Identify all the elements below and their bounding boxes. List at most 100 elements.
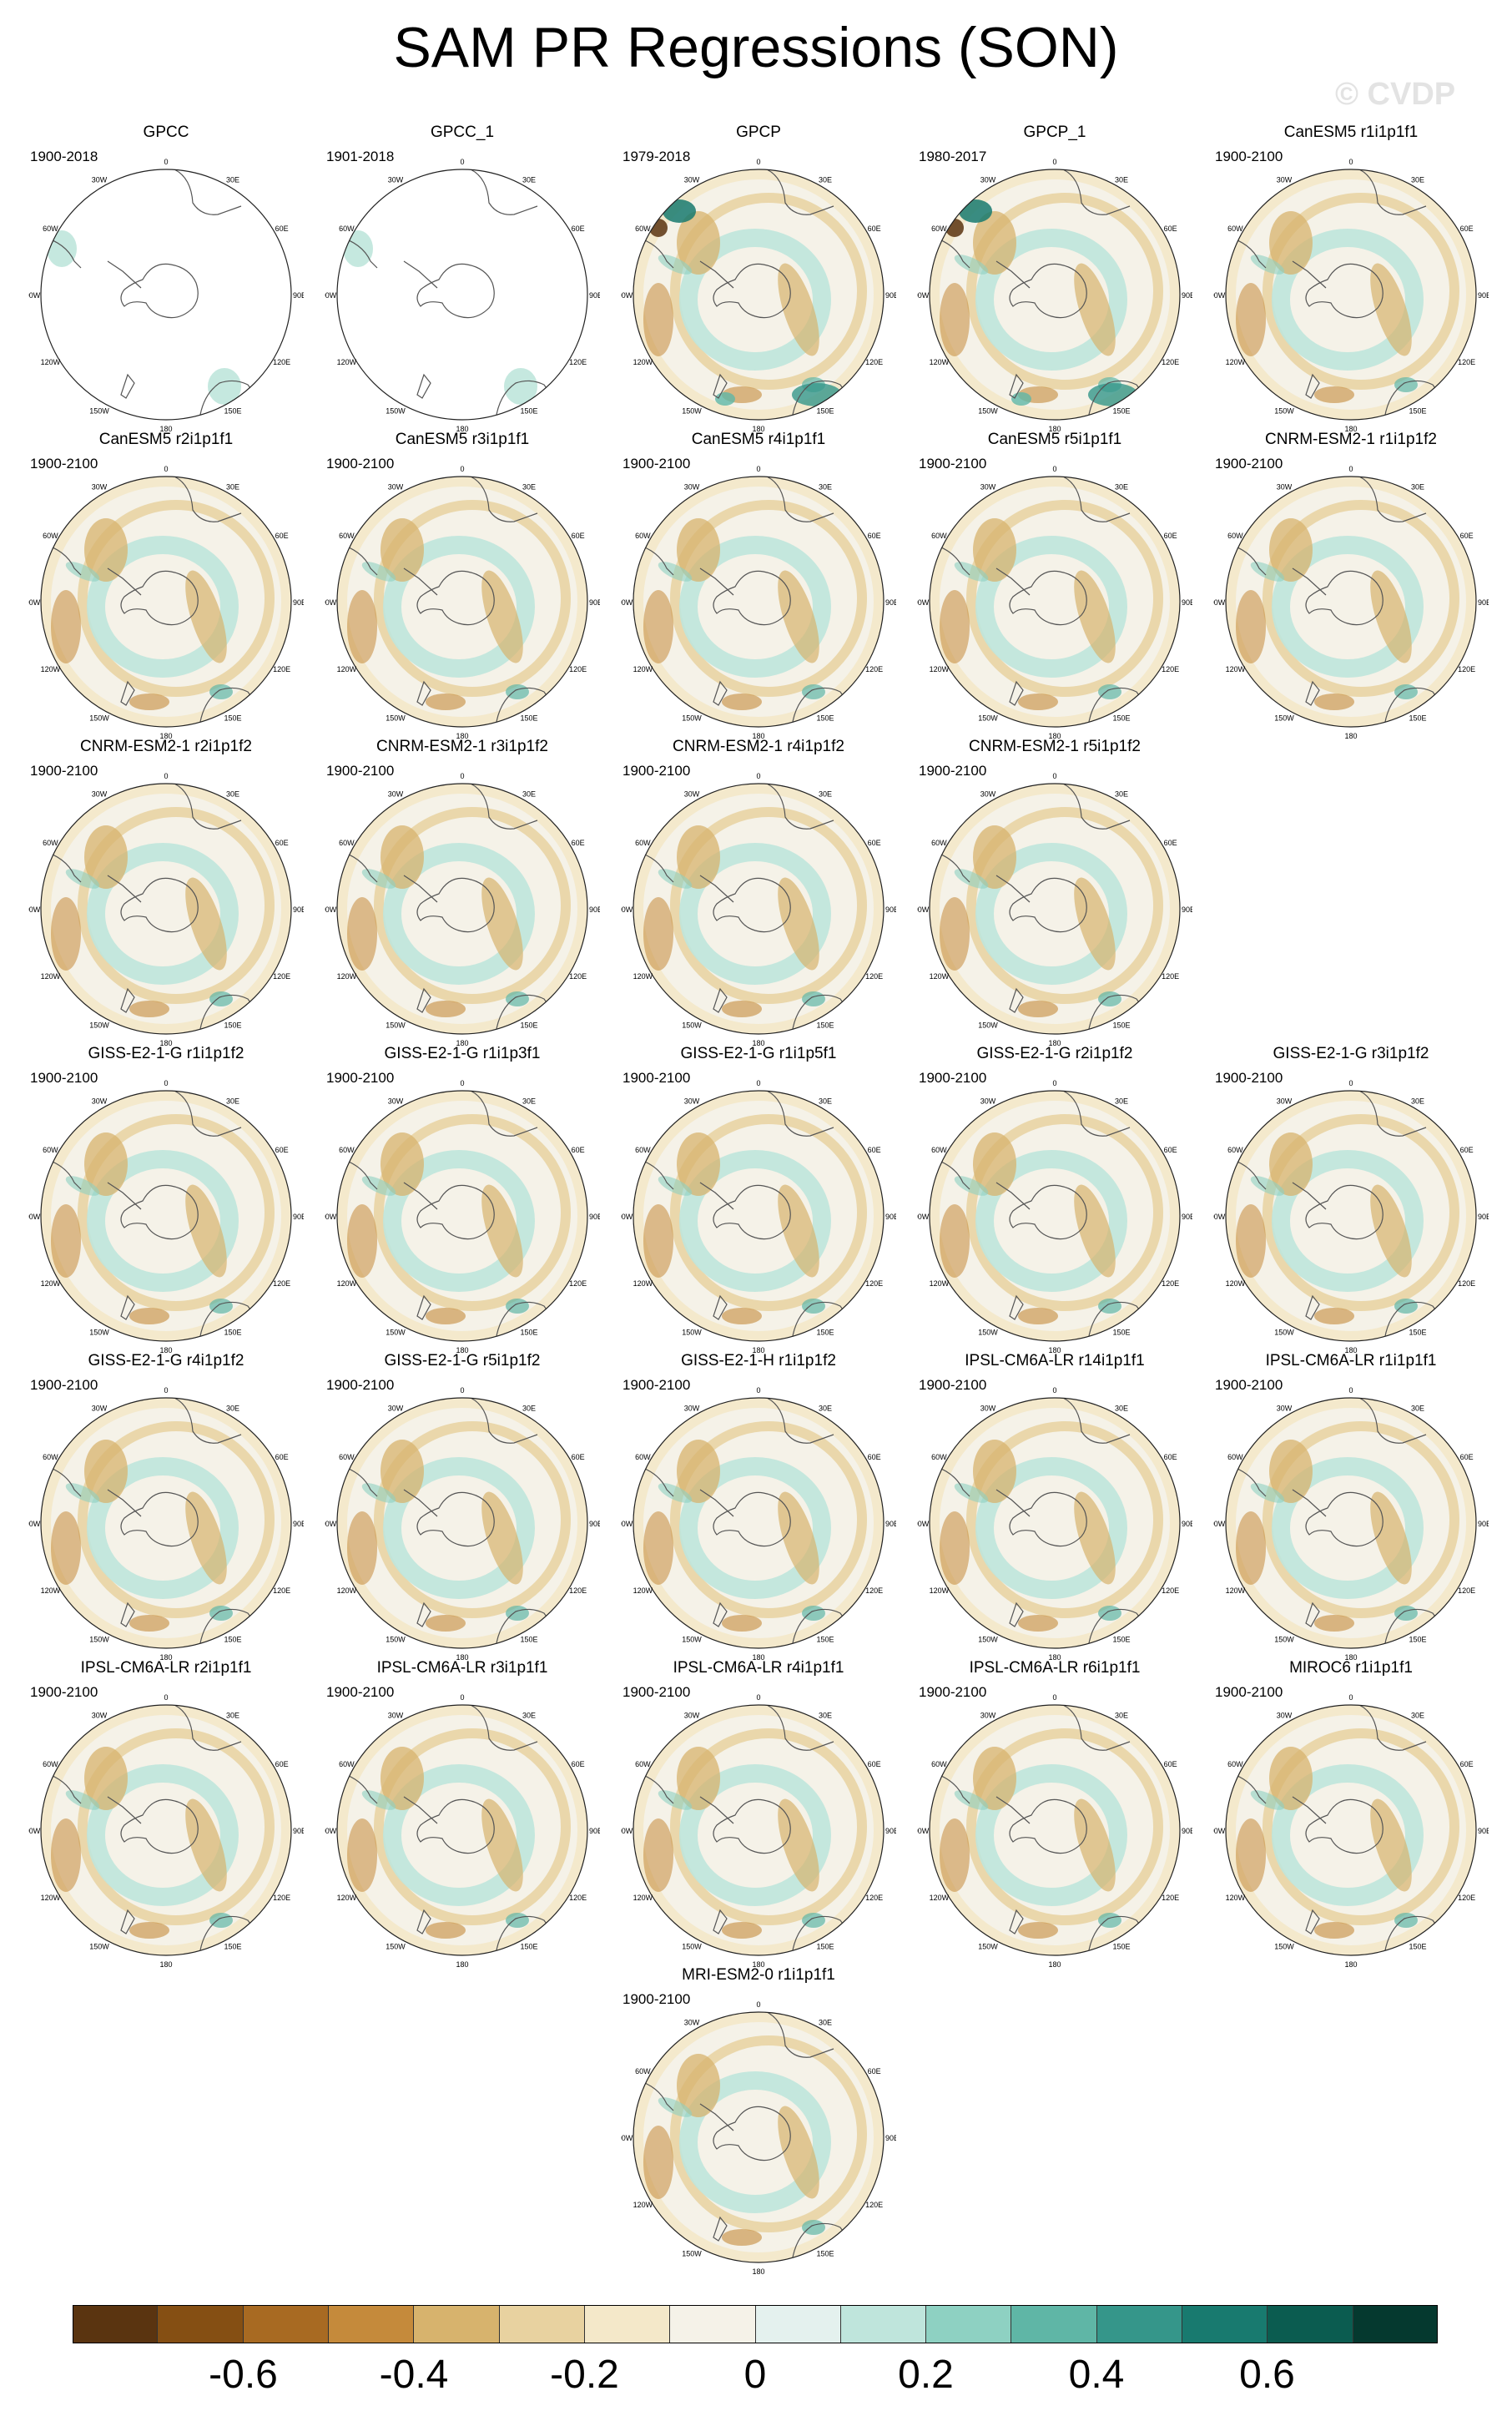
lon-tick-label: 60E xyxy=(1460,1453,1474,1461)
lon-tick-label: 60E xyxy=(275,532,289,540)
lon-tick-label: 30E xyxy=(226,175,239,184)
lon-tick-label: 120W xyxy=(633,972,653,981)
lon-tick-label: 30W xyxy=(92,175,108,184)
colorbar-tick-label: 0.4 xyxy=(1068,2353,1125,2397)
polar-stereographic-map: 0 30E 60E 90E 120E 150E 180 150W 120W 90W 60W 30W xyxy=(325,773,600,1047)
lon-tick-label: 180 xyxy=(752,1653,764,1661)
colorbar-swatch xyxy=(926,2305,1012,2343)
polar-stereographic-map: 0 30E 60E 90E 120E 150E 180 150W 120W 90W 60W 30W xyxy=(1213,1387,1489,1661)
lon-tick-label: 0 xyxy=(756,466,760,473)
map-panel: CNRM-ESM2-1 r1i1p1f2 1900-2100 0 30E 60E 90E 1… xyxy=(1213,431,1489,739)
lon-tick-label: 120E xyxy=(569,665,587,673)
lon-tick-label: 30W xyxy=(1277,175,1293,184)
lon-tick-label: 120E xyxy=(1458,1279,1475,1288)
lon-tick-label: 60E xyxy=(1164,1453,1177,1461)
lon-tick-label: 30W xyxy=(388,175,404,184)
polar-stereographic-map: 0 30E 60E 90E 120E 150E 180 150W 120W 90W 60W 30W xyxy=(325,466,600,739)
map-panel: CNRM-ESM2-1 r4i1p1f2 1900-2100 0 30E 60E 90E 1… xyxy=(621,738,896,1047)
lon-tick-label: 90W xyxy=(325,1520,337,1528)
lon-tick-label: 120E xyxy=(273,358,290,366)
lon-tick-label: 120W xyxy=(41,1586,61,1595)
lon-tick-label: 90E xyxy=(1182,1827,1192,1835)
lon-tick-label: 90W xyxy=(917,598,930,607)
lon-tick-label: 150W xyxy=(89,1943,109,1951)
lon-tick-label: 30E xyxy=(226,1404,239,1412)
lon-tick-label: 90W xyxy=(917,1520,930,1528)
panel-period: 1900-2100 xyxy=(326,1070,395,1086)
lon-tick-label: 150W xyxy=(1274,407,1294,416)
lon-tick-label: 60W xyxy=(43,1760,58,1768)
lon-tick-label: 180 xyxy=(752,732,764,739)
polar-stereographic-map: 0 30E 60E 90E 120E 150E 180 150W 120W 90W 60W 30W xyxy=(621,1694,896,1968)
lon-tick-label: 90E xyxy=(885,1213,896,1221)
lon-tick-label: 30E xyxy=(1411,1711,1424,1719)
polar-stereographic-map: 0 30E 60E 90E 120E 150E 180 150W 120W 90W 60W 30W xyxy=(621,1080,896,1354)
colorbar-swatch xyxy=(1011,2305,1097,2343)
lon-tick-label: 30E xyxy=(522,1711,536,1719)
lon-tick-label: 180 xyxy=(1048,425,1061,432)
lon-tick-label: 60E xyxy=(1460,224,1474,233)
lon-tick-label: 30W xyxy=(388,1404,404,1412)
lon-tick-label: 30E xyxy=(1411,175,1424,184)
lon-tick-label: 0 xyxy=(756,1080,760,1087)
lon-tick-label: 30E xyxy=(1115,1711,1128,1719)
lon-tick-label: 150E xyxy=(1112,407,1130,416)
panel-title: GISS-E2-1-G r5i1p1f2 xyxy=(384,1352,541,1369)
polar-stereographic-map: 0 30E 60E 90E 120E 150E 180 150W 120W 90W 60W 30W xyxy=(325,1387,600,1661)
lon-tick-label: 150E xyxy=(520,407,537,416)
lon-tick-label: 90E xyxy=(1478,1827,1489,1835)
lon-tick-label: 180 xyxy=(1344,732,1357,739)
colorbar-swatch xyxy=(243,2305,329,2343)
polar-stereographic-map: 0 30E 60E 90E 120E 150E 180 150W 120W 90W 60W 30W xyxy=(1213,1080,1489,1354)
lon-tick-label: 120E xyxy=(865,972,883,981)
lon-tick-label: 0 xyxy=(164,773,168,780)
panel-period: 1900-2100 xyxy=(1215,1070,1283,1086)
lon-tick-label: 60W xyxy=(931,839,947,847)
map-panel: IPSL-CM6A-LR r6i1p1f1 1900-2100 0 30E 60E 90E… xyxy=(917,1659,1192,1968)
panel-title: MIROC6 r1i1p1f1 xyxy=(1289,1659,1413,1677)
panel-title: CNRM-ESM2-1 r5i1p1f2 xyxy=(969,738,1141,755)
lon-tick-label: 180 xyxy=(1344,1346,1357,1354)
lon-tick-label: 90W xyxy=(325,1827,337,1835)
lon-tick-label: 30W xyxy=(684,482,700,491)
panel-period: 1900-2100 xyxy=(326,456,395,472)
colorbar-swatch xyxy=(158,2305,244,2343)
lon-tick-label: 90E xyxy=(1478,1213,1489,1221)
lon-tick-label: 30W xyxy=(980,482,996,491)
colorbar-tick-label: 0 xyxy=(743,2353,767,2397)
lon-tick-label: 0 xyxy=(460,1694,464,1702)
lon-tick-label: 150W xyxy=(682,1329,702,1337)
polar-stereographic-map: 0 30E 60E 90E 120E 150E 180 150W 120W 90W 60W 30W xyxy=(917,466,1192,739)
lon-tick-label: 60W xyxy=(931,1453,947,1461)
lon-tick-label: 90W xyxy=(621,1827,633,1835)
lon-tick-label: 60E xyxy=(1460,1146,1474,1154)
lon-tick-label: 30E xyxy=(1115,1097,1128,1105)
lon-tick-label: 150E xyxy=(224,1943,241,1951)
lon-tick-label: 120W xyxy=(930,1586,950,1595)
lon-tick-label: 150W xyxy=(978,1636,998,1644)
lon-tick-label: 90E xyxy=(589,1520,600,1528)
lon-tick-label: 150W xyxy=(386,1636,406,1644)
lon-tick-label: 120E xyxy=(1162,1894,1179,1902)
panel-period: 1900-2100 xyxy=(622,1070,691,1086)
lon-tick-label: 150E xyxy=(520,1329,537,1337)
lon-tick-label: 60W xyxy=(635,1760,651,1768)
lon-tick-label: 120E xyxy=(569,1279,587,1288)
lon-tick-label: 120E xyxy=(273,1279,290,1288)
lon-tick-label: 30W xyxy=(388,789,404,798)
lon-tick-label: 120E xyxy=(569,1586,587,1595)
lon-tick-label: 90W xyxy=(28,1213,41,1221)
polar-stereographic-map: 0 30E 60E 90E 120E 150E 180 150W 120W 90W 60W 30W xyxy=(325,1080,600,1354)
lon-tick-label: 120W xyxy=(41,358,61,366)
lon-tick-label: 150W xyxy=(89,1021,109,1030)
lon-tick-label: 120W xyxy=(41,665,61,673)
lon-tick-label: 120E xyxy=(1162,972,1179,981)
lon-tick-label: 180 xyxy=(159,1960,172,1968)
lon-tick-label: 120E xyxy=(1458,665,1475,673)
map-panel: CNRM-ESM2-1 r2i1p1f2 1900-2100 0 30E 60E 90E 1… xyxy=(28,738,304,1047)
polar-stereographic-map: 0 30E 60E 90E 120E 150E 180 150W 120W 90W 60W 30W xyxy=(1213,466,1489,739)
lon-tick-label: 180 xyxy=(456,1039,468,1047)
map-panel: GISS-E2-1-G r3i1p1f2 1900-2100 0 30E 60E 90E 1… xyxy=(1213,1045,1489,1354)
panel-title: GISS-E2-1-G r4i1p1f2 xyxy=(88,1352,244,1369)
